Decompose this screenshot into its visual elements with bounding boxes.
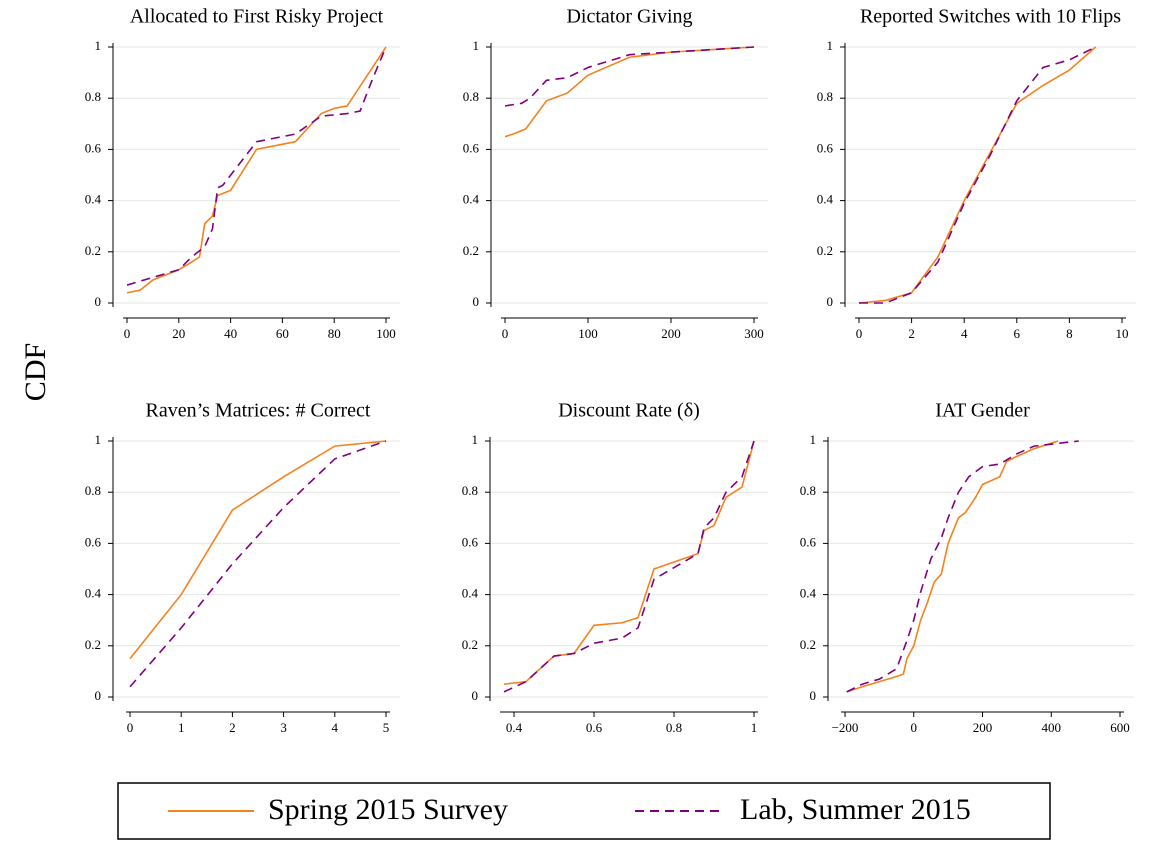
y-tick-label: 0.6	[800, 534, 817, 549]
y-tick-label: 1	[95, 432, 102, 447]
x-tick-label: 0	[911, 720, 918, 735]
y-tick-label: 0.2	[817, 243, 833, 258]
y-tick-label: 0.2	[85, 637, 101, 652]
y-tick-label: 1	[473, 38, 480, 53]
x-tick-label: 40	[224, 326, 237, 341]
y-tick-label: 0.6	[817, 140, 834, 155]
legend-label: Spring 2015 Survey	[268, 793, 508, 826]
x-tick-label: 100	[578, 326, 598, 341]
y-tick-label: 0.4	[817, 192, 834, 207]
y-tick-label: 0.6	[462, 534, 479, 549]
x-tick-label: −200	[832, 720, 859, 735]
y-tick-label: 0.2	[462, 637, 478, 652]
y-tick-label: 0	[472, 688, 479, 703]
y-tick-label: 0.4	[800, 586, 817, 601]
x-tick-label: 2	[229, 720, 236, 735]
y-tick-label: 1	[827, 38, 834, 53]
x-tick-label: 10	[1116, 326, 1129, 341]
cdf-line	[126, 46, 387, 294]
x-tick-label: 2	[908, 326, 915, 341]
cdf-line	[129, 440, 387, 688]
x-tick-label: 600	[1110, 720, 1130, 735]
y-tick-label: 1	[472, 432, 479, 447]
y-tick-label: 0.2	[800, 637, 816, 652]
y-tick-label: 0	[827, 294, 834, 309]
x-tick-label: 0	[127, 720, 134, 735]
x-tick-label: 80	[328, 326, 341, 341]
x-tick-label: 0	[124, 326, 131, 341]
y-tick-label: 1	[810, 432, 817, 447]
y-tick-label: 0.6	[85, 140, 102, 155]
x-tick-label: 4	[961, 326, 968, 341]
y-tick-label: 0.6	[85, 534, 102, 549]
panel-title: Discount Rate (δ)	[558, 400, 700, 422]
x-tick-label: 4	[332, 720, 339, 735]
panel-title: IAT Gender	[935, 400, 1030, 422]
x-tick-label: 20	[172, 326, 185, 341]
cdf-line	[846, 440, 1079, 693]
x-tick-label: 3	[280, 720, 287, 735]
x-tick-label: 0.8	[666, 720, 682, 735]
x-tick-label: 60	[276, 326, 289, 341]
panel-title: Allocated to First Risky Project	[130, 6, 384, 28]
legend-label: Lab, Summer 2015	[740, 793, 971, 826]
legend-box	[117, 782, 1051, 840]
cdf-line	[129, 440, 387, 660]
y-tick-label: 0.4	[85, 586, 102, 601]
y-tick-label: 0.4	[85, 192, 102, 207]
y-tick-label: 0.8	[800, 483, 816, 498]
cdf-line	[846, 440, 1059, 693]
x-tick-label: 400	[1042, 720, 1062, 735]
x-tick-label: 0.4	[506, 720, 523, 735]
cdf-line	[126, 46, 387, 286]
panel-title: Raven’s Matrices: # Correct	[146, 400, 371, 422]
x-tick-label: 300	[744, 326, 764, 341]
y-tick-label: 0.4	[462, 586, 479, 601]
y-tick-label: 0.4	[463, 192, 480, 207]
panel-title: Dictator Giving	[566, 6, 692, 28]
x-tick-label: 1	[178, 720, 185, 735]
x-tick-label: 200	[973, 720, 993, 735]
panel-title: Reported Switches with 10 Flips	[860, 6, 1121, 28]
x-tick-label: 200	[661, 326, 681, 341]
y-tick-label: 0.8	[462, 483, 478, 498]
y-tick-label: 0	[473, 294, 480, 309]
x-tick-label: 100	[376, 326, 396, 341]
x-tick-label: 0	[856, 326, 863, 341]
x-tick-label: 0	[502, 326, 509, 341]
cdf-line	[859, 46, 1097, 304]
cdf-line	[504, 46, 755, 107]
y-tick-label: 0.2	[85, 243, 101, 258]
cdf-line	[503, 440, 755, 693]
y-tick-label: 0	[95, 294, 102, 309]
y-tick-label: 0.8	[85, 89, 101, 104]
y-tick-label: 0.8	[463, 89, 479, 104]
y-tick-label: 0.2	[463, 243, 479, 258]
y-tick-label: 0.6	[463, 140, 480, 155]
y-tick-label: 0.8	[817, 89, 833, 104]
x-tick-label: 1	[751, 720, 758, 735]
x-tick-label: 5	[383, 720, 390, 735]
y-tick-label: 1	[95, 38, 102, 53]
x-tick-label: 0.6	[586, 720, 603, 735]
y-tick-label: 0.8	[85, 483, 101, 498]
x-tick-label: 6	[1014, 326, 1021, 341]
x-tick-label: 8	[1066, 326, 1073, 341]
y-axis-label: CDF	[19, 343, 52, 401]
y-tick-label: 0	[810, 688, 817, 703]
y-tick-label: 0	[95, 688, 102, 703]
cdf-line	[858, 46, 1097, 304]
